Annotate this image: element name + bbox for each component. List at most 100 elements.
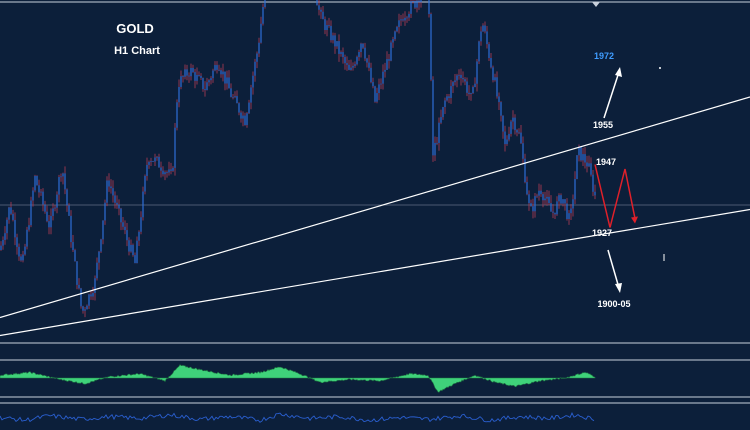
- candle-body: [130, 244, 132, 252]
- candle-body: [116, 202, 118, 205]
- candle-body: [326, 25, 328, 30]
- candle-body: [162, 170, 164, 175]
- candle-body: [362, 43, 364, 48]
- candle-body: [410, 1, 412, 14]
- candle-body: [156, 156, 158, 158]
- candle-body: [48, 221, 50, 228]
- candle-body: [254, 61, 256, 76]
- candle-body: [344, 57, 346, 64]
- candle-body: [452, 82, 454, 87]
- candle-body: [260, 23, 262, 43]
- candle-body: [458, 74, 460, 76]
- candle-body: [138, 231, 140, 241]
- candle-body: [490, 58, 492, 68]
- candle-body: [52, 208, 54, 216]
- price-candles: [0, 0, 596, 318]
- candle-body: [586, 162, 588, 167]
- candle-body: [98, 251, 100, 263]
- candle-body: [524, 158, 526, 183]
- candle-body: [212, 70, 214, 79]
- chart-subtitle: H1 Chart: [114, 45, 160, 57]
- candle-body: [224, 71, 226, 84]
- candle-body: [110, 186, 112, 189]
- candle-body: [520, 132, 522, 144]
- candle-body: [472, 86, 474, 94]
- candle-body: [546, 196, 548, 199]
- candle-body: [332, 35, 334, 41]
- candle-body: [198, 74, 200, 76]
- candle-body: [544, 198, 546, 201]
- candle-body: [62, 173, 64, 177]
- candle-body: [100, 239, 102, 252]
- candle-body: [446, 96, 448, 101]
- candle-body: [560, 195, 562, 204]
- candle-body: [322, 11, 324, 20]
- candle-body: [2, 239, 4, 246]
- candle-body: [80, 288, 82, 307]
- candle-body: [360, 43, 362, 52]
- annotation-1927: 1927: [592, 228, 612, 238]
- candle-body: [462, 78, 464, 80]
- candle-body: [474, 83, 476, 87]
- candle-body: [28, 225, 30, 230]
- candle-body: [248, 102, 250, 114]
- candle-body: [538, 190, 540, 196]
- candle-body: [92, 292, 94, 297]
- trendline-1: [0, 96, 750, 319]
- candle-body: [4, 233, 6, 240]
- candle-body: [18, 246, 20, 257]
- candle-body: [562, 199, 564, 204]
- candle-body: [234, 96, 236, 97]
- candle-body: [328, 25, 330, 26]
- indicator-1-area: [0, 364, 596, 393]
- forecast-arrowhead: [631, 216, 638, 224]
- candle-body: [176, 102, 178, 128]
- candle-body: [334, 35, 336, 47]
- candle-body: [180, 76, 182, 87]
- candle-body: [534, 196, 536, 212]
- candle-body: [580, 146, 582, 161]
- trendline-2: [0, 208, 750, 337]
- candle-body: [232, 96, 234, 98]
- candle-body: [484, 25, 486, 32]
- candle-body: [584, 154, 586, 163]
- candle-body: [160, 167, 162, 171]
- candle-body: [184, 69, 186, 77]
- candle-body: [194, 72, 196, 81]
- candle-body: [16, 237, 18, 247]
- candle-body: [170, 169, 172, 171]
- candle-body: [0, 245, 2, 250]
- candle-body: [396, 26, 398, 32]
- candle-body: [320, 9, 322, 12]
- candle-body: [356, 56, 358, 65]
- top-scroll-marker[interactable]: [592, 2, 600, 7]
- candle-body: [590, 163, 592, 175]
- candle-body: [468, 92, 470, 95]
- candle-body: [486, 31, 488, 45]
- candle-body: [216, 65, 218, 70]
- candle-body: [480, 31, 482, 42]
- candle-body: [6, 219, 8, 234]
- candle-body: [122, 222, 124, 227]
- candle-body: [258, 42, 260, 54]
- candle-body: [72, 242, 74, 251]
- candle-body: [188, 75, 190, 77]
- candle-body: [262, 7, 264, 24]
- candle-body: [346, 63, 348, 65]
- candle-body: [316, 0, 318, 6]
- candle-body: [38, 185, 40, 193]
- candle-body: [144, 175, 146, 192]
- candle-body: [164, 172, 166, 175]
- annotation-1972: 1972: [594, 51, 614, 61]
- candle-body: [522, 143, 524, 159]
- candle-body: [10, 207, 12, 214]
- candle-body: [230, 88, 232, 97]
- candle-body: [476, 61, 478, 84]
- candle-body: [108, 180, 110, 187]
- candle-body: [236, 96, 238, 104]
- candle-body: [226, 77, 228, 84]
- candle-body: [106, 180, 108, 203]
- candle-body: [218, 69, 220, 71]
